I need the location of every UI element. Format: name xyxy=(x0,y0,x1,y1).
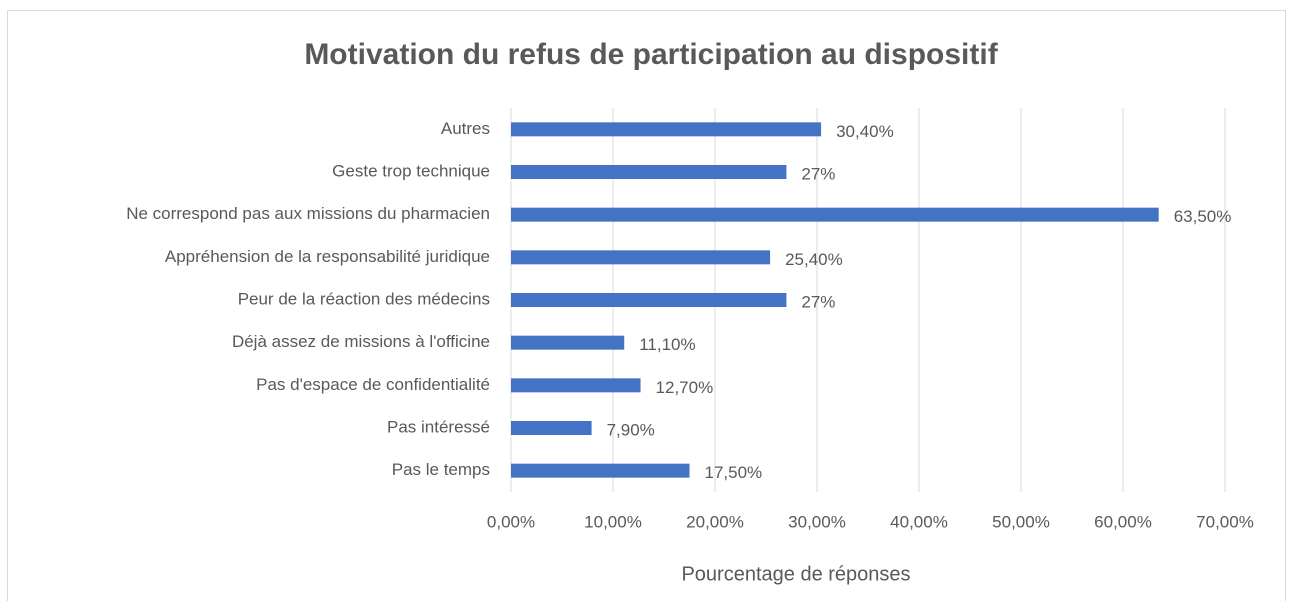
x-tick-label: 70,00% xyxy=(1196,512,1254,531)
x-tick-label: 60,00% xyxy=(1094,512,1152,531)
y-tick-label: Déjà assez de missions à l'officine xyxy=(232,332,490,351)
value-label: 11,10% xyxy=(639,335,695,354)
value-label: 63,50% xyxy=(1174,207,1232,226)
y-tick-label: Peur de la réaction des médecins xyxy=(238,289,490,308)
x-tick-label: 0,00% xyxy=(487,512,535,531)
bar xyxy=(511,165,787,179)
bar xyxy=(511,122,822,137)
y-tick-label: Pas d'espace de confidentialité xyxy=(256,375,490,394)
x-tick-label: 30,00% xyxy=(788,512,846,531)
bar xyxy=(511,378,641,393)
value-label: 27% xyxy=(801,292,835,311)
y-tick-label: Appréhension de la responsabilité juridi… xyxy=(165,247,490,266)
value-label: 17,50% xyxy=(705,463,763,482)
value-label: 12,70% xyxy=(656,378,714,397)
value-label: 7,90% xyxy=(607,420,655,439)
y-tick-label: Pas intéressé xyxy=(387,417,490,436)
bar xyxy=(511,207,1159,222)
x-axis-title: Pourcentage de réponses xyxy=(681,563,910,585)
chart-title: Motivation du refus de participation au … xyxy=(304,38,998,71)
bar xyxy=(511,250,771,265)
x-tick-label: 10,00% xyxy=(584,512,642,531)
y-tick-label: Geste trop technique xyxy=(332,161,490,180)
bar xyxy=(511,293,787,307)
y-tick-label: Autres xyxy=(441,119,490,138)
x-tick-label: 20,00% xyxy=(686,512,744,531)
x-tick-label: 40,00% xyxy=(890,512,948,531)
bar xyxy=(511,463,690,478)
value-label: 27% xyxy=(801,164,835,183)
x-tick-label: 50,00% xyxy=(992,512,1050,531)
bar xyxy=(511,421,592,435)
bar xyxy=(511,335,625,350)
y-tick-label: Ne correspond pas aux missions du pharma… xyxy=(126,204,490,223)
value-label: 30,40% xyxy=(836,122,894,141)
value-label: 25,40% xyxy=(785,250,843,269)
y-tick-label: Pas le temps xyxy=(392,460,490,479)
